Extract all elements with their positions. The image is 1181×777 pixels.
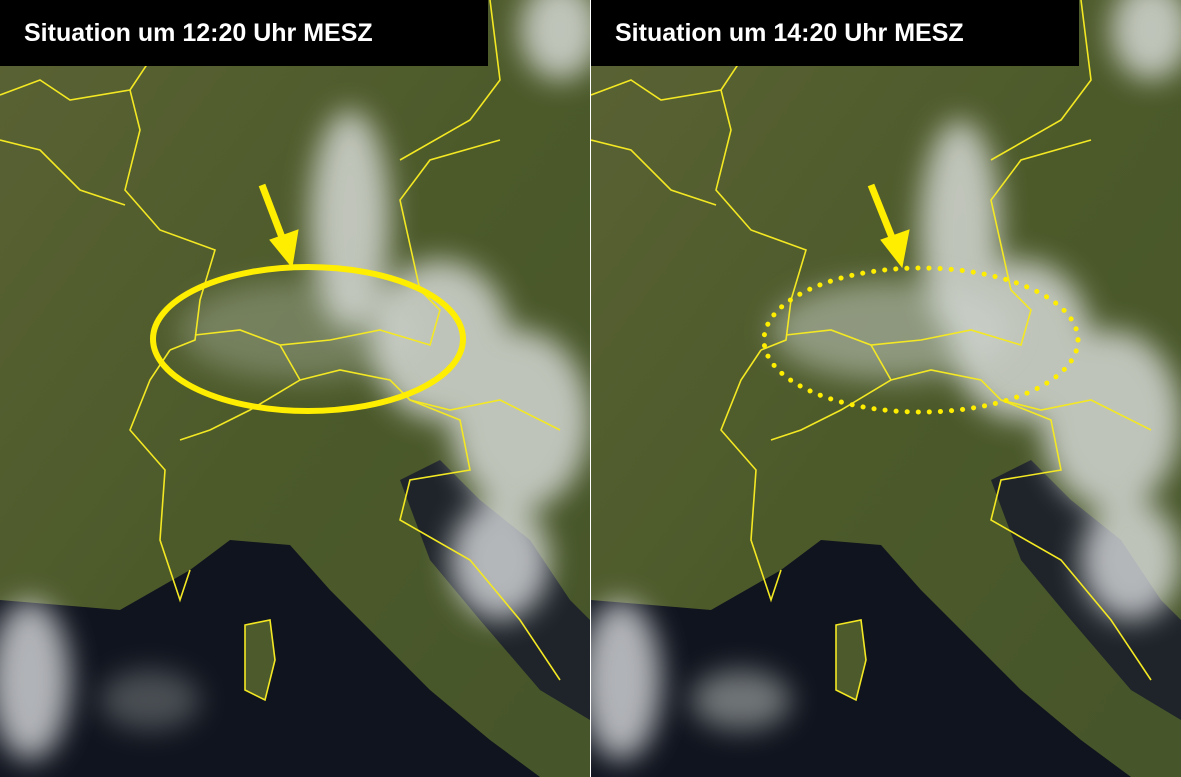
arrow-icon (867, 183, 910, 269)
corsica (836, 620, 866, 700)
country-borders (0, 0, 561, 702)
clouds (0, 0, 590, 760)
satellite-image-right (591, 0, 1181, 777)
thin-clouds (691, 280, 1011, 730)
satellite-image-left (0, 0, 590, 777)
country-borders (591, 0, 1152, 702)
highlight-ellipse (150, 264, 466, 414)
corsica (245, 620, 275, 700)
satellite-panel-left: Situation um 12:20 Uhr MESZ (0, 0, 590, 777)
panel-title-left: Situation um 12:20 Uhr MESZ (0, 0, 488, 66)
highlight-ellipse-dotted (761, 265, 1081, 415)
thin-clouds (100, 280, 420, 730)
satellite-panel-right: Situation um 14:20 Uhr MESZ (591, 0, 1181, 777)
arrow-icon (258, 183, 299, 269)
panel-title-right: Situation um 14:20 Uhr MESZ (591, 0, 1079, 66)
